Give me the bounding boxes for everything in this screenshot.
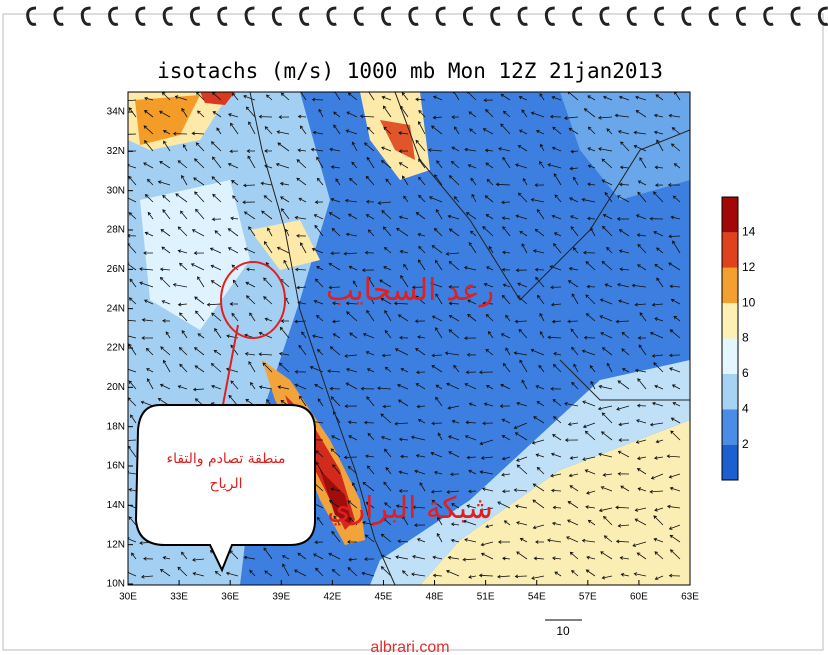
- x-tick-label: 36E: [221, 592, 239, 603]
- colorbar-segment: [722, 267, 738, 304]
- ring: [599, 6, 610, 26]
- y-tick-label: 22N: [107, 343, 125, 354]
- colorbar-segment: [722, 232, 738, 268]
- x-tick-label: 57E: [579, 592, 597, 603]
- ring: [435, 6, 446, 26]
- y-tick-label: 30N: [107, 185, 125, 196]
- ring: [217, 6, 228, 26]
- ring: [353, 6, 365, 26]
- ring: [135, 6, 146, 26]
- x-tick-label: 63E: [681, 592, 699, 603]
- callout-line: الرياح: [209, 476, 242, 492]
- colorbar-segment: [722, 373, 738, 410]
- ring: [817, 6, 828, 26]
- highlight-circle: [220, 261, 286, 339]
- pointer-line: [221, 324, 239, 411]
- y-tick-label: 14N: [107, 500, 125, 511]
- callout-line: منطقة تصادم والتقاء: [167, 451, 286, 467]
- ring: [53, 6, 64, 26]
- ring: [626, 6, 638, 26]
- field-light: [370, 360, 690, 585]
- x-tick-label: 45E: [375, 592, 393, 603]
- y-tick-label: 16N: [107, 461, 125, 472]
- colorbar-segment: [722, 303, 738, 339]
- annotation-lower: شبكة البراري: [327, 491, 493, 526]
- y-tick-label: 32N: [107, 146, 125, 157]
- field-yellow: [250, 220, 320, 270]
- y-tick-label: 28N: [107, 225, 125, 236]
- annotation-upper: رعد السحايب: [326, 273, 494, 308]
- ring: [271, 6, 283, 26]
- field-red: [380, 120, 415, 160]
- ring: [572, 6, 583, 26]
- ring: [299, 6, 310, 26]
- y-tick-label: 24N: [107, 303, 125, 314]
- colorbar-segment: [722, 444, 738, 480]
- y-tick-label: 12N: [107, 539, 125, 550]
- colorbar-tick-label: 10: [742, 295, 756, 309]
- field-mid: [560, 92, 690, 200]
- ring: [654, 6, 665, 26]
- watermark: albrari.com: [370, 639, 449, 655]
- ring: [26, 6, 37, 26]
- map-title: isotachs (m/s) 1000 mb Mon 12Z 21jan2013: [157, 59, 663, 83]
- ring: [80, 6, 92, 26]
- spiral-rings: [26, 6, 828, 26]
- x-tick-label: 51E: [477, 592, 495, 603]
- ring: [490, 6, 501, 26]
- colorbar-segment: [722, 197, 738, 233]
- y-tick-label: 18N: [107, 421, 125, 432]
- wind-vectors: [128, 92, 681, 580]
- x-tick-label: 39E: [272, 592, 290, 603]
- axis-labels: 34N 32N 30N 28N 26N 24N 22N 20N 18N 16N 14N 12N 10N 3…: [107, 107, 700, 603]
- plot-frame: [127, 91, 691, 586]
- colorbar-tick-label: 2: [742, 437, 749, 451]
- colorbar-segment: [722, 338, 738, 374]
- ring: [681, 6, 692, 26]
- callout-bubble: [134, 404, 316, 573]
- ring: [708, 6, 719, 26]
- colorbar-segment: [722, 409, 738, 445]
- colorbar: 2 4 6 8 10 12 14: [721, 196, 756, 481]
- ring: [790, 6, 801, 26]
- y-tick-label: 20N: [107, 382, 125, 393]
- ring: [108, 6, 119, 26]
- ring: [735, 6, 747, 26]
- vector-scale-label: 10: [556, 624, 570, 638]
- y-tick-label: 26N: [107, 264, 125, 275]
- ring: [189, 6, 201, 26]
- y-tick-label: 10N: [107, 579, 125, 590]
- map-field: [128, 92, 690, 585]
- x-tick-label: 42E: [323, 592, 341, 603]
- colorbar-tick-label: 8: [742, 331, 749, 345]
- field-darkred: [320, 470, 352, 525]
- coastline: [249, 92, 690, 585]
- ring: [763, 6, 774, 26]
- ring: [244, 6, 255, 26]
- ring: [544, 6, 556, 26]
- x-tick-label: 54E: [528, 592, 546, 603]
- x-tick-label: 30E: [119, 592, 137, 603]
- ring: [408, 6, 419, 26]
- colorbar-tick-label: 4: [742, 401, 749, 415]
- ring: [326, 6, 337, 26]
- ring: [517, 6, 528, 26]
- x-tick-label: 48E: [426, 592, 444, 603]
- colorbar-tick-label: 14: [742, 225, 756, 239]
- colorbar-tick-label: 12: [742, 260, 756, 274]
- ring: [462, 6, 474, 26]
- x-tick-label: 60E: [630, 592, 648, 603]
- ring: [162, 6, 173, 26]
- colorbar-frame: [721, 196, 739, 481]
- x-tick-label: 33E: [170, 592, 188, 603]
- y-tick-label: 34N: [107, 107, 125, 118]
- colorbar-tick-label: 6: [742, 366, 749, 380]
- ring: [381, 6, 392, 26]
- field-red: [200, 92, 235, 105]
